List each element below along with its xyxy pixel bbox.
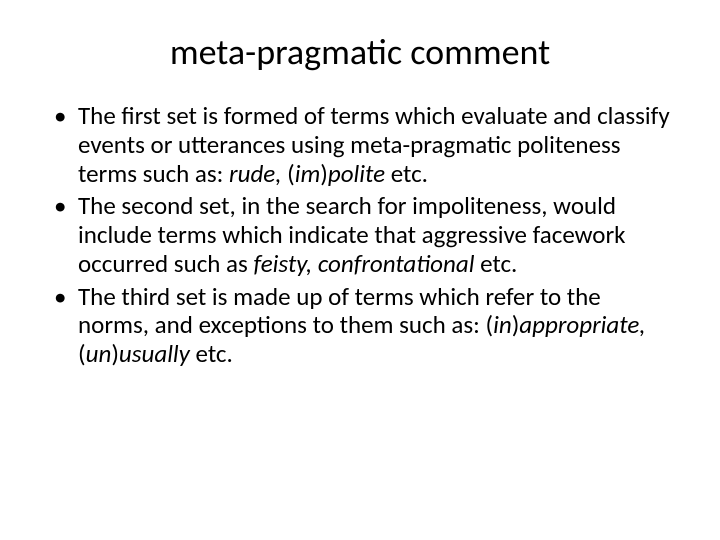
bullet-em: appropriate, <box>519 309 645 340</box>
bullet-text: ( <box>78 338 86 369</box>
bullet-em: polite <box>328 158 391 189</box>
bullet-em: feisty, confrontational <box>253 248 480 279</box>
bullet-text: etc. <box>196 338 233 369</box>
slide-title: meta-pragmatic comment <box>40 30 680 74</box>
bullet-em: rude, <box>229 158 287 189</box>
bullet-em: usually <box>119 338 196 369</box>
slide: meta-pragmatic comment The first set is … <box>0 0 720 540</box>
bullet-list: The first set is formed of terms which e… <box>40 102 680 369</box>
bullet-em: in <box>493 309 512 340</box>
list-item: The third set is made up of terms which … <box>50 283 670 369</box>
bullet-text: etc. <box>480 248 517 279</box>
bullet-text: ) <box>111 338 119 369</box>
list-item: The second set, in the search for impoli… <box>50 192 670 278</box>
bullet-text: ) <box>320 158 328 189</box>
bullet-text: ( <box>287 158 295 189</box>
bullet-em: im <box>295 158 321 189</box>
bullet-em: un <box>86 338 112 369</box>
list-item: The first set is formed of terms which e… <box>50 102 670 188</box>
bullet-text: etc. <box>391 158 428 189</box>
